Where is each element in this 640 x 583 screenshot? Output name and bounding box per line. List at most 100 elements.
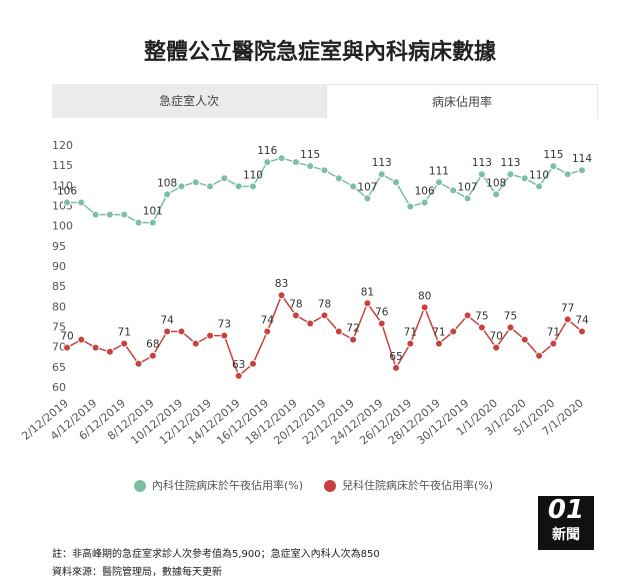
title: 整體公立醫院急症室與內科病床數據 [143, 40, 496, 65]
data-point [506, 170, 515, 179]
data-point [105, 210, 114, 219]
data-point [406, 202, 415, 211]
y-tick-label: 100 [52, 220, 73, 233]
data-point [63, 198, 71, 207]
data-point [134, 359, 143, 368]
data-point [334, 174, 343, 183]
data-point [234, 182, 243, 191]
legend-label: 兒科住院病床於午夜佔用率(%) [342, 478, 493, 492]
data-point [306, 319, 315, 328]
data-point [420, 198, 429, 207]
data-point [563, 170, 572, 179]
data-point [320, 311, 329, 320]
y-tick-label: 85 [52, 280, 66, 293]
data-point [520, 174, 529, 183]
data-point [334, 327, 343, 336]
data-point [449, 186, 458, 195]
data-point [163, 327, 172, 336]
data-label: 83 [275, 278, 288, 290]
data-point [463, 311, 472, 320]
tab[interactable]: 病床佔用率 [326, 84, 598, 118]
data-label: 74 [575, 315, 589, 327]
legend-marker [324, 480, 336, 492]
data-label: 110 [529, 169, 549, 181]
data-point [549, 339, 558, 348]
data-point [563, 315, 572, 324]
y-tick-label: 60 [52, 381, 66, 394]
data-point [91, 343, 100, 352]
data-label: 71 [404, 327, 417, 339]
data-point [277, 291, 286, 300]
data-label: 71 [118, 327, 131, 339]
data-point [291, 158, 300, 167]
data-label: 80 [418, 290, 431, 302]
data-point [506, 323, 515, 332]
data-point [206, 331, 215, 340]
data-point [349, 335, 358, 344]
data-point [477, 170, 486, 179]
data-point [77, 198, 86, 207]
data-label: 115 [300, 149, 320, 161]
data-label: 71 [547, 327, 560, 339]
data-label: 78 [318, 298, 331, 310]
data-point [263, 327, 272, 336]
data-point [206, 182, 215, 191]
data-point [220, 174, 229, 183]
data-label: 106 [57, 185, 77, 197]
data-label: 71 [432, 327, 445, 339]
data-label: 107 [458, 181, 478, 193]
data-point [492, 343, 501, 352]
data-point [248, 359, 257, 368]
data-point [105, 347, 114, 356]
data-point [434, 178, 443, 187]
legend-marker [134, 480, 146, 492]
data-point [434, 339, 443, 348]
data-point [163, 190, 172, 199]
logo: 01 新聞 [538, 496, 594, 550]
data-point [477, 323, 486, 332]
data-label: 63 [232, 359, 245, 371]
data-label: 110 [243, 169, 263, 181]
data-point [191, 339, 200, 348]
y-tick-label: 90 [52, 260, 66, 273]
data-point [306, 162, 315, 171]
data-point [63, 343, 71, 352]
tab[interactable]: 急症室人次 [52, 84, 326, 118]
data-label: 106 [415, 185, 435, 197]
data-point [148, 218, 157, 227]
data-point [449, 327, 458, 336]
data-point [392, 178, 401, 187]
data-point [392, 363, 401, 372]
data-label: 115 [543, 149, 563, 161]
data-label: 107 [357, 181, 377, 193]
data-label: 108 [157, 177, 177, 189]
y-tick-label: 65 [52, 361, 66, 374]
logo-mark: 01 [547, 495, 585, 525]
data-point [463, 194, 472, 203]
data-point [120, 210, 129, 219]
data-point [406, 339, 415, 348]
y-tick-label: 80 [52, 300, 66, 313]
data-label: 74 [261, 315, 275, 327]
data-label: 81 [361, 286, 374, 298]
data-point [91, 210, 100, 219]
data-label: 76 [375, 306, 389, 318]
y-tick-label: 70 [52, 341, 66, 354]
data-label: 114 [572, 153, 592, 165]
data-point [549, 162, 558, 171]
y-tick-label: 120 [52, 139, 73, 152]
y-tick-label: 75 [52, 321, 66, 334]
data-label: 75 [475, 311, 488, 323]
y-tick-label: 95 [52, 240, 66, 253]
data-point [535, 351, 544, 360]
data-point [578, 327, 586, 336]
data-point [248, 182, 257, 191]
note: 資料來源：醫院管理局，數據每天更新 [52, 567, 222, 578]
data-label: 70 [60, 331, 73, 343]
data-point [578, 166, 586, 175]
data-label: 68 [146, 339, 159, 351]
data-point [377, 170, 386, 179]
data-point [320, 166, 329, 175]
data-point [191, 178, 200, 187]
